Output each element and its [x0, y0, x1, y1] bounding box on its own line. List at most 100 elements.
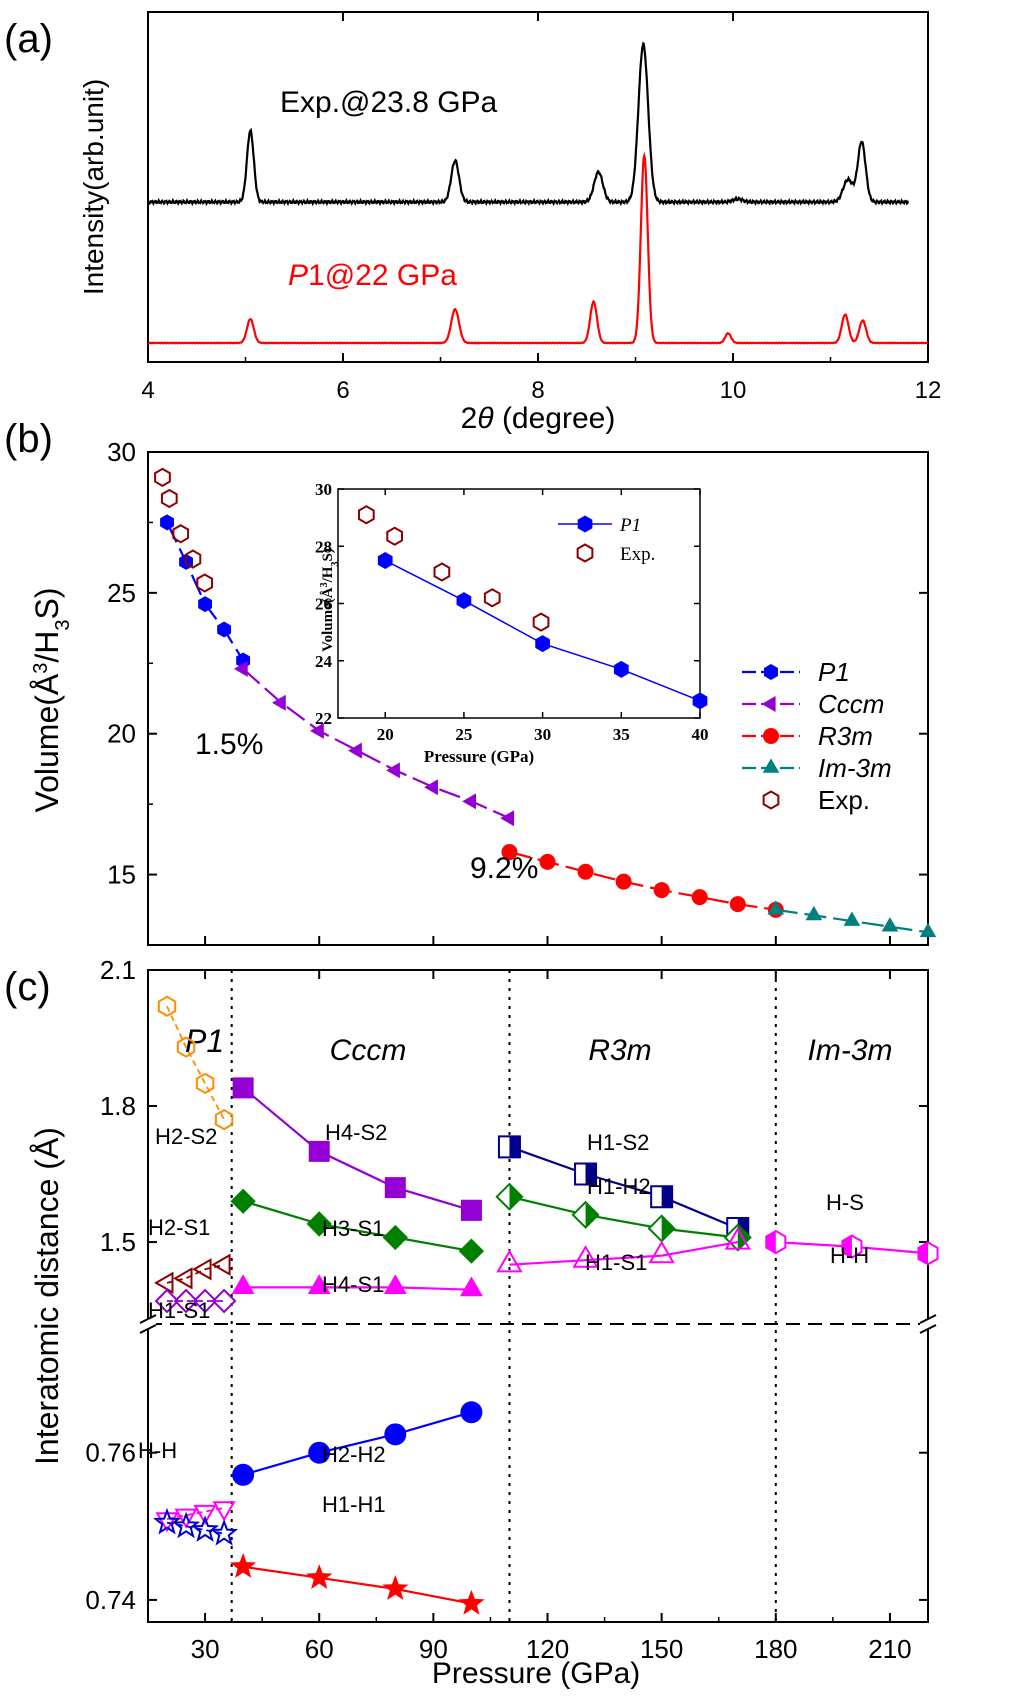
series-label-exp: Exp.@23.8 GPa: [280, 86, 498, 119]
data-point: [459, 1276, 483, 1297]
marker-half: [842, 1235, 852, 1258]
x-axis-label-a: 2θ (degree): [461, 402, 616, 435]
data-point: [172, 524, 190, 544]
data-point: [193, 1504, 217, 1525]
data-point: [306, 1211, 332, 1237]
x-tick-label-a: 8: [531, 377, 544, 404]
axes-frame-a: [147, 11, 929, 363]
axis-break-mark: [139, 1324, 157, 1334]
data-point: [173, 1288, 199, 1314]
marker-half: [585, 1163, 597, 1185]
series-line: [509, 1241, 738, 1266]
data-point: [574, 1162, 598, 1186]
series-h4-s1: [231, 1274, 483, 1297]
data-point: [210, 1518, 239, 1546]
marker-outline: [917, 1241, 939, 1266]
legend-marker: [762, 758, 780, 773]
data-point: [307, 1274, 331, 1294]
panel-label-b: (b): [4, 417, 53, 461]
axis-break-mark: [919, 1314, 937, 1324]
phase-label-r3m: R3m: [588, 1034, 651, 1067]
inset-p1-point: [692, 692, 708, 710]
data-point: [172, 1511, 201, 1539]
series-line: [166, 1263, 225, 1284]
legend-label: Exp.: [818, 785, 870, 815]
inset-y-tick-label: 28: [315, 537, 332, 556]
x-tick-label-c: 120: [526, 1634, 569, 1664]
inset-exp-point: [386, 526, 404, 546]
data-point: [615, 873, 632, 890]
distance-label: H2-S1: [148, 1215, 210, 1240]
data-point: [765, 1229, 787, 1255]
distance-label: H-H: [830, 1243, 869, 1268]
y-tick-label-c: 1.5: [100, 1227, 136, 1257]
series-h1-s1: [154, 1288, 237, 1314]
data-point: [154, 1288, 180, 1314]
marker-half: [661, 1215, 675, 1242]
marker-half: [918, 1242, 928, 1265]
data-point: [729, 896, 746, 913]
y-tick-label-c: 0.76: [85, 1438, 136, 1468]
data-point: [497, 1135, 521, 1159]
distance-label: H2-S2: [155, 1124, 217, 1149]
x-tick-label-c: 180: [754, 1634, 797, 1664]
data-point: [230, 1188, 256, 1214]
inset-exp-point: [483, 588, 501, 608]
series-line: [166, 1005, 225, 1121]
legend-label: P1: [818, 657, 850, 687]
series-line: [242, 1200, 472, 1253]
data-point: [501, 844, 518, 861]
y-axis-label-b: Volume(Å3/H3S): [29, 588, 74, 813]
legend-marker: [762, 790, 780, 810]
data-point: [458, 1589, 485, 1615]
data-point: [724, 1226, 751, 1250]
data-point: [184, 549, 202, 569]
x-tick-label-a: 12: [915, 377, 942, 404]
distance-label: H2-H2: [322, 1442, 386, 1467]
inset-legend-marker: [576, 543, 594, 563]
axes-frame-c: [147, 969, 929, 1623]
data-point: [214, 1108, 234, 1131]
x-tick-label-c: 210: [868, 1634, 911, 1664]
data-point: [384, 1177, 406, 1199]
data-point: [382, 1575, 409, 1600]
series-label-p1: P1@22 GPa: [288, 259, 457, 292]
y-axis-label-a: Intensity(arb.unit): [78, 79, 109, 295]
data-point: [843, 911, 861, 926]
x-axis-label-c: Pressure (GPa): [432, 1657, 640, 1690]
distance-label: H1-H2: [587, 1174, 651, 1199]
data-point: [157, 995, 177, 1017]
distance-label: H-S: [826, 1190, 864, 1215]
marker-bg: [572, 1202, 599, 1228]
data-point: [723, 1223, 752, 1252]
data-point: [154, 1271, 174, 1295]
marker-half: [661, 1186, 673, 1208]
inset-y-tick-label: 24: [315, 652, 333, 671]
y-tick-label-c: 1.8: [100, 1091, 136, 1121]
data-point: [577, 863, 594, 880]
series-h2-s2: [157, 995, 234, 1131]
distance-label: H1-H1: [322, 1492, 386, 1517]
panel-label-c: (c): [4, 965, 51, 1009]
inset-y-label: Volume(Å3/H3S): [319, 548, 341, 652]
axis-break-mark: [139, 1314, 157, 1324]
data-point: [230, 1553, 257, 1578]
y-tick-label-c: 0.74: [85, 1585, 136, 1615]
series-p1: [160, 514, 251, 669]
data-point: [495, 1182, 524, 1211]
data-point: [174, 1508, 198, 1529]
legend-marker: [763, 728, 779, 744]
series-h-s: [765, 1229, 939, 1266]
pattern-trace-0: [146, 41, 910, 207]
inset-x-tick-label: 20: [377, 725, 394, 744]
inset-x-tick-label: 35: [613, 725, 630, 744]
marker-outline: [765, 1229, 787, 1255]
data-point: [647, 1214, 676, 1243]
marker-half: [585, 1202, 599, 1228]
series-line: [509, 1195, 738, 1239]
marker-half: [509, 1136, 520, 1158]
legend-marker: [761, 696, 776, 712]
series-cccm: [233, 660, 515, 827]
